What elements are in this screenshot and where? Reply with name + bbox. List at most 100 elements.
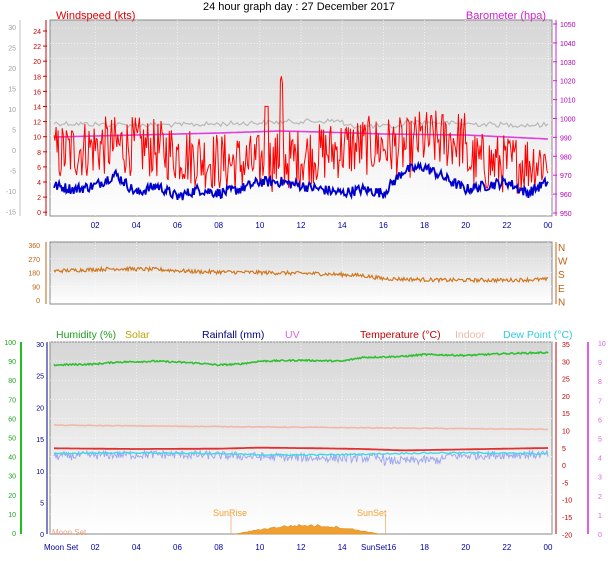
temp-tick: -15 [562,515,572,522]
tick-label: 16 [33,89,41,96]
tick-label: 1050 [560,22,576,29]
legend-indoor: Indoor [455,329,485,341]
tick-label: 980 [560,154,572,161]
uv-tick: 5 [598,437,602,444]
legend-rain: Rainfall (mm) [202,329,264,341]
panel-direction-degrees-axis: 360 270 180 90 0 [28,242,47,305]
legend-dewpoint: Dew Point (°C) [503,329,573,341]
compass-label: E [558,284,565,295]
panel-wind-frame [49,19,553,217]
humidity-tick: 50 [8,436,16,443]
compass-label: N [558,243,565,254]
tick-label: 2 [37,195,41,202]
windspeed-label: Windspeed (kts) [56,10,135,22]
uv-tick: 7 [598,398,602,405]
humidity-tick: 60 [8,416,16,423]
tick-label: 1040 [560,41,576,48]
sunset-axis-label: SunSet16 [361,543,397,552]
x-tick-label: 06 [173,543,182,552]
tick-label: 90 [32,284,40,291]
series-solar-area [235,524,380,535]
humidity-tick: 30 [8,474,16,481]
temp-tick: 5 [562,446,566,453]
tick-label: 360 [28,243,40,250]
humidity-tick: 80 [8,378,16,385]
temp-tick: 20 [562,394,570,401]
tick-label: -15 [6,210,16,217]
x-tick-label: 12 [297,221,306,230]
tick-label: 180 [28,271,40,278]
x-tick-label: 04 [132,543,141,552]
chart-title: 24 hour graph day : 27 December 2017 [203,1,395,13]
x-tick-label: 22 [502,543,511,552]
rain-tick: 5 [40,501,44,508]
rain-tick: 30 [36,342,44,349]
uv-tick: 6 [598,417,602,424]
x-tick-label: 18 [420,543,429,552]
rain-tick: 0 [40,532,44,539]
x-tick-label: 18 [420,221,429,230]
uv-tick: 9 [598,360,602,367]
uv-tick: 4 [598,456,602,463]
series-indoor-line [53,424,549,431]
series-temperature-line [54,446,548,452]
tick-label: 15 [8,87,16,94]
humidity-tick: 40 [8,455,16,462]
compass-label: S [558,270,565,281]
tick-label: 20 [33,59,41,66]
barometer-label: Barometer (hpa) [466,10,546,22]
sunset-label: SunSet [357,508,387,518]
uv-tick: 0 [598,532,602,539]
panel-direction-grid [50,242,552,304]
humidity-tick: 70 [8,397,16,404]
humidity-tick: 10 [8,512,16,519]
panel-wind-outer-axis: 30 25 20 15 10 5 0 -5 -10 -15 [6,20,21,217]
x-tick-label: 20 [461,221,470,230]
humidity-tick: 90 [8,359,16,366]
moonset-axis-label: Moon Set [44,543,79,552]
x-tick-label: 00 [544,543,553,552]
tick-label: 20 [8,66,16,73]
tick-label: 970 [560,173,572,180]
compass-label: N [558,297,565,308]
rain-tick: 20 [36,405,44,412]
x-tick-label: 10 [255,221,264,230]
x-tick-label: 16 [379,221,388,230]
tick-label: 1010 [560,98,576,105]
legend-solar: Solar [125,329,150,341]
rain-tick: 15 [36,437,44,444]
uv-tick: 8 [598,379,602,386]
tick-label: 10 [8,107,16,114]
series-average-wind-line [53,160,549,201]
uv-tick: 10 [598,341,606,348]
moonset-faint-label: Moon Set [52,528,87,537]
temp-tick: 35 [562,342,570,349]
humidity-tick: 20 [8,493,16,500]
x-tick-label: 20 [461,543,470,552]
temp-tick: 25 [562,377,570,384]
temp-tick: 30 [562,359,570,366]
x-tick-label: 08 [214,221,223,230]
tick-label: 960 [560,192,572,199]
humidity-tick: 100 [4,340,16,347]
tick-label: 0 [36,298,40,305]
x-tick-label: 12 [297,543,306,552]
tick-label: 12 [33,120,41,127]
panel-wind-series [53,76,549,201]
tick-label: 6 [37,165,41,172]
legend-humidity: Humidity (%) [56,329,116,341]
x-tick-label: 14 [338,543,347,552]
x-tick-label: 06 [173,221,182,230]
x-tick-label: 08 [214,543,223,552]
rain-tick: 25 [36,374,44,381]
tick-label: 1000 [560,117,576,124]
temp-tick: 10 [562,429,570,436]
temp-tick: -10 [562,498,572,505]
tick-label: 22 [33,44,41,51]
x-tick-label: 04 [132,221,141,230]
series-wind-direction-line [53,265,549,284]
series-dewpoint-line [53,451,549,457]
x-tick-label: 10 [255,543,264,552]
uv-tick: 2 [598,494,602,501]
